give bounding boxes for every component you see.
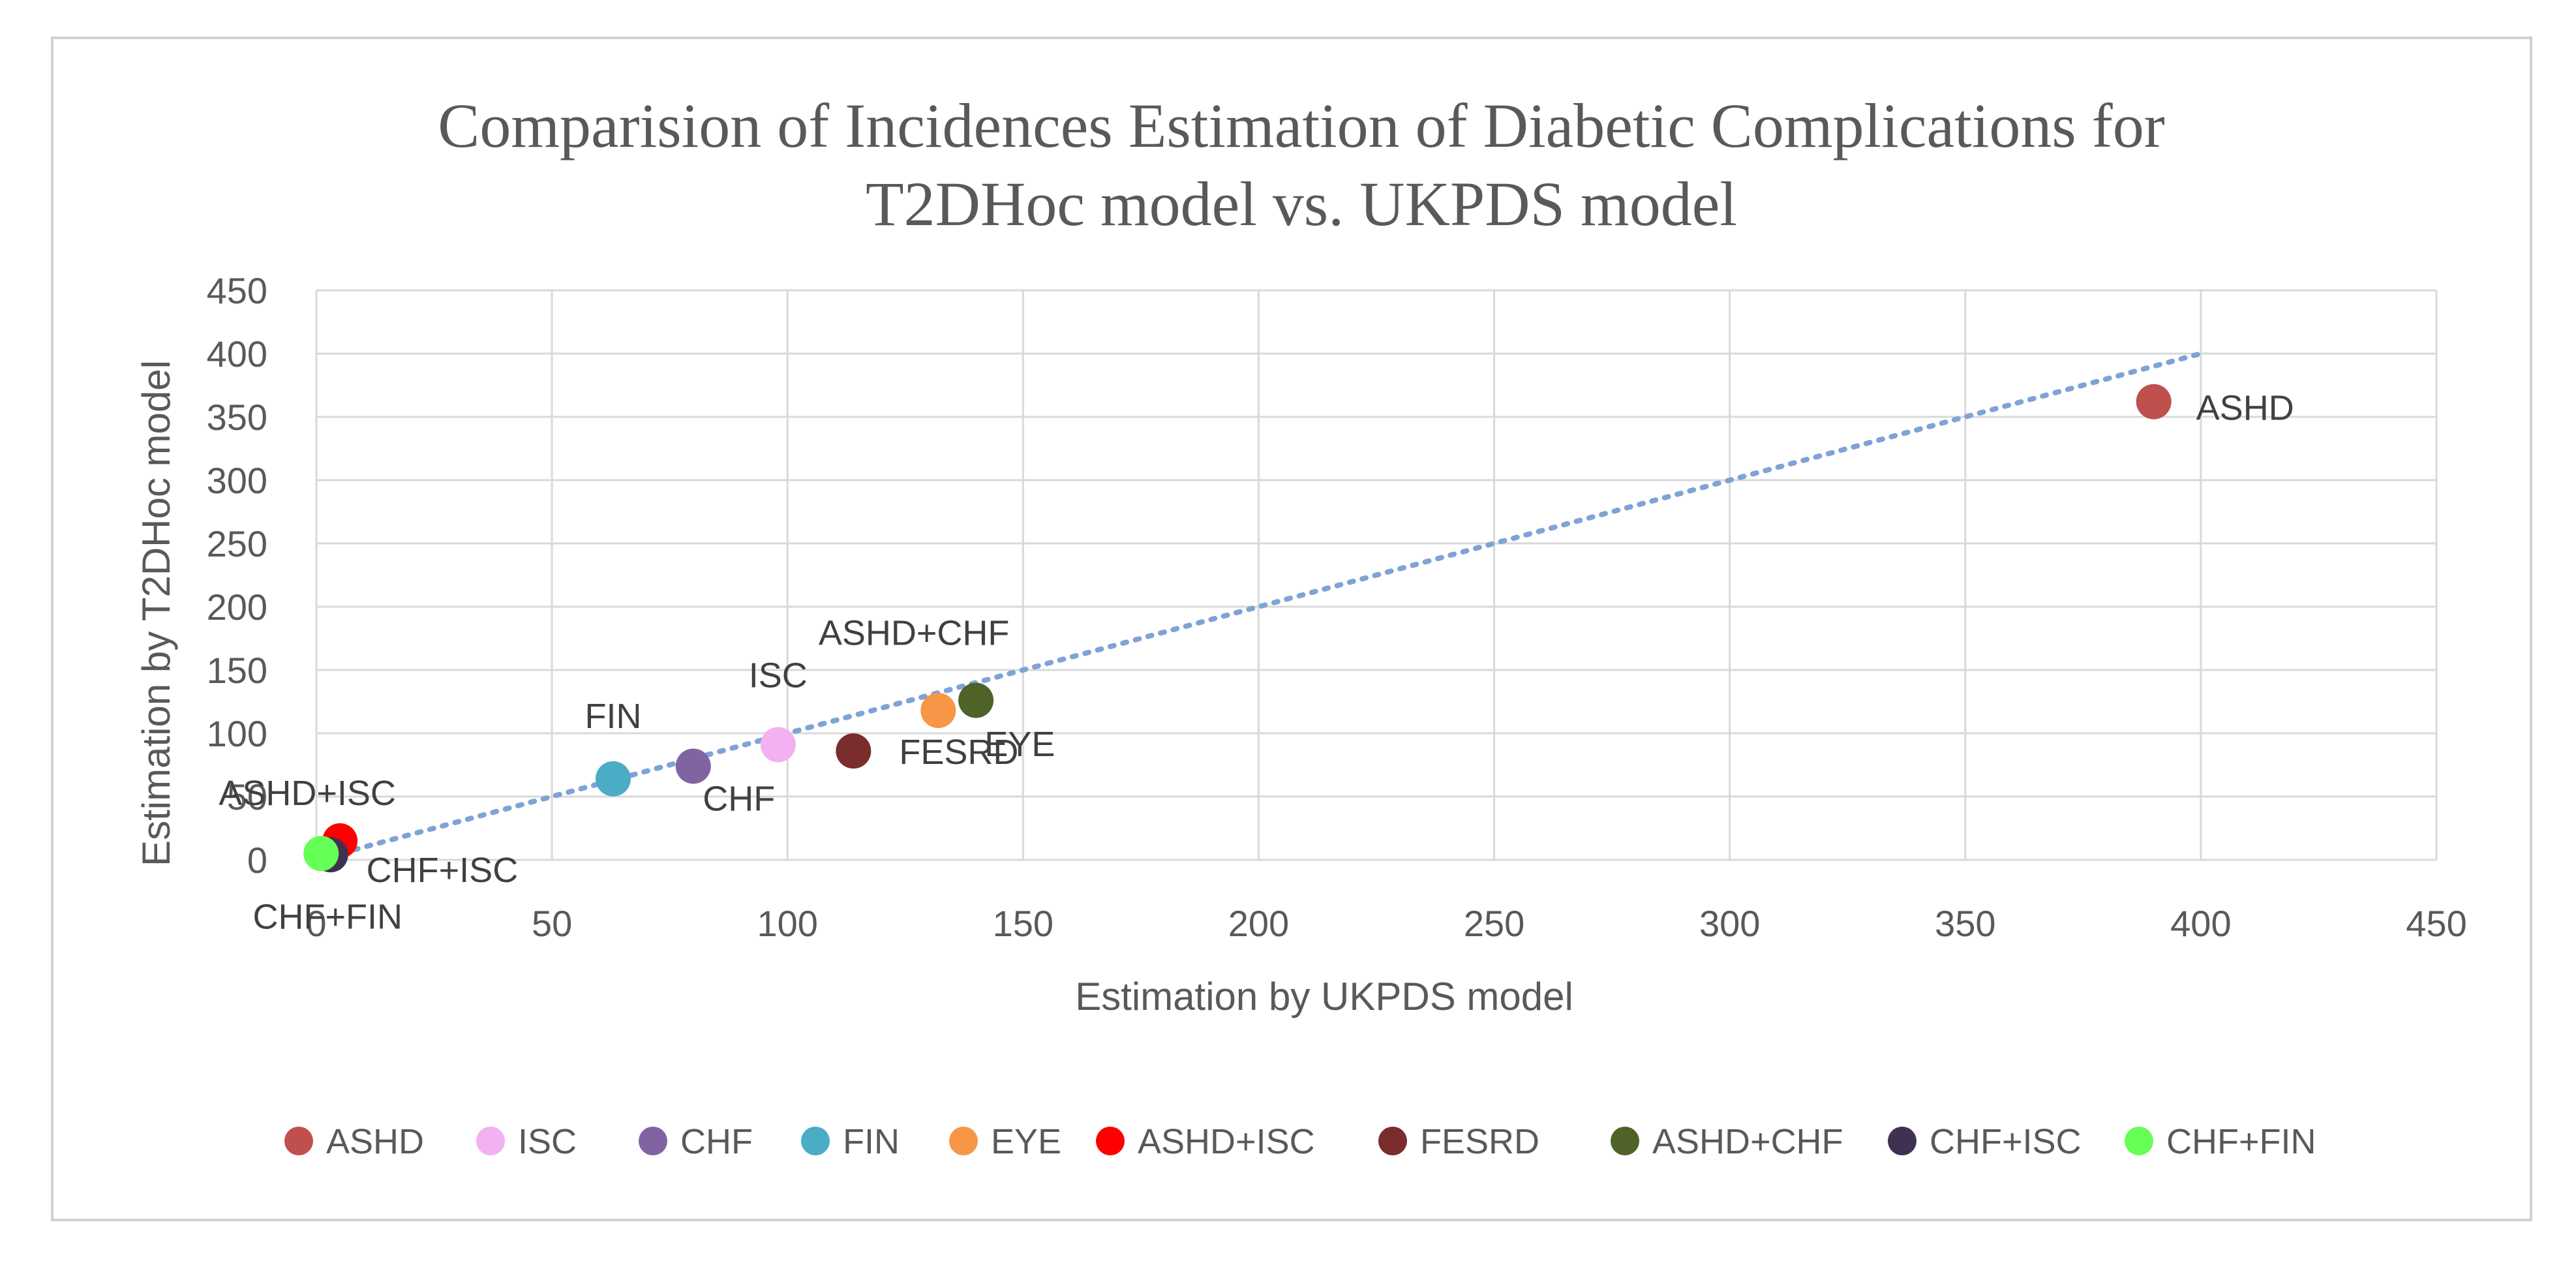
legend-marker bbox=[476, 1127, 505, 1155]
data-point-ashd bbox=[2136, 384, 2172, 419]
y-tick-label: 300 bbox=[207, 460, 267, 501]
point-label-ashd: ASHD bbox=[2196, 389, 2294, 428]
legend-entry: ASHD+CHF bbox=[1652, 1122, 1843, 1161]
x-tick-label: 250 bbox=[1464, 903, 1524, 944]
legend-marker bbox=[801, 1127, 830, 1155]
y-tick-label: 400 bbox=[207, 333, 267, 374]
legend-marker bbox=[1096, 1127, 1125, 1155]
data-point-ashd-chf bbox=[958, 682, 994, 718]
y-tick-label: 50 bbox=[227, 776, 267, 817]
x-tick-label: 50 bbox=[532, 903, 572, 944]
point-label-chf-isc: CHF+ISC bbox=[367, 851, 519, 890]
legend-entry: ISC bbox=[518, 1122, 577, 1161]
point-label-isc: ISC bbox=[749, 656, 808, 695]
legend-entry: CHF bbox=[680, 1122, 753, 1161]
legend-entry: FESRD bbox=[1420, 1122, 1539, 1161]
y-tick-label: 0 bbox=[247, 840, 267, 881]
data-point-fin bbox=[596, 761, 631, 797]
point-label-eye: EYE bbox=[984, 725, 1055, 764]
data-points bbox=[303, 384, 2172, 873]
chart-title-line-1: Comparision of Incidences Estimation of … bbox=[438, 91, 2164, 160]
x-tick-label: 200 bbox=[1228, 903, 1289, 944]
chart-frame bbox=[51, 37, 2532, 1221]
y-tick-label: 100 bbox=[207, 713, 267, 754]
data-point-chf-fin bbox=[303, 836, 339, 872]
y-tick-label: 150 bbox=[207, 650, 267, 691]
x-tick-label: 0 bbox=[306, 903, 326, 944]
point-label-fesrd: FESRD bbox=[899, 733, 1018, 772]
x-tick-label: 400 bbox=[2170, 903, 2231, 944]
legend-marker bbox=[2125, 1127, 2153, 1155]
legend: ASHD ISC CHF FIN EYE ASHD+ISC FESRD ASHD+CHF CHF… bbox=[284, 1122, 2316, 1161]
y-tick-label: 250 bbox=[207, 523, 267, 564]
y-tick-labels: 0 50 100 150 200 250 300 350 400 450 bbox=[207, 270, 267, 881]
y-tick-label: 200 bbox=[207, 586, 267, 628]
legend-entry: CHF+FIN bbox=[2166, 1122, 2316, 1161]
data-point-isc bbox=[760, 727, 796, 763]
legend-entry: ASHD+ISC bbox=[1138, 1122, 1315, 1161]
x-tick-label: 350 bbox=[1935, 903, 1995, 944]
data-point-eye bbox=[920, 693, 956, 729]
point-labels: ASHD ISC CHF FIN EYE ASHD+ISC FESRD ASHD+CHF CHF… bbox=[219, 389, 2294, 937]
data-point-chf bbox=[675, 748, 711, 784]
legend-marker bbox=[1888, 1127, 1917, 1155]
legend-marker bbox=[284, 1127, 313, 1155]
chart-title-line-2: T2DHoc model vs. UKPDS model bbox=[866, 169, 1737, 239]
y-tick-label: 350 bbox=[207, 397, 267, 438]
x-tick-label: 300 bbox=[1699, 903, 1760, 944]
point-label-chf-fin: CHF+FIN bbox=[252, 897, 402, 936]
point-label-chf: CHF bbox=[703, 779, 775, 818]
legend-entry: CHF+ISC bbox=[1930, 1122, 2082, 1161]
x-axis-title: Estimation by UKPDS model bbox=[1075, 975, 1573, 1018]
x-tick-label: 150 bbox=[993, 903, 1053, 944]
gridlines bbox=[315, 289, 2438, 861]
point-label-fin: FIN bbox=[585, 697, 642, 736]
legend-entry: ASHD bbox=[326, 1122, 424, 1161]
y-tick-label: 450 bbox=[207, 270, 267, 311]
legend-marker bbox=[1378, 1127, 1407, 1155]
legend-marker bbox=[1611, 1127, 1639, 1155]
x-tick-labels: 0 50 100 150 200 250 300 350 400 450 bbox=[306, 903, 2466, 944]
legend-marker bbox=[639, 1127, 667, 1155]
x-tick-label: 450 bbox=[2406, 903, 2466, 944]
legend-entry: EYE bbox=[991, 1122, 1061, 1161]
legend-entry: FIN bbox=[843, 1122, 900, 1161]
y-axis-title: Estimation by T2DHoc model bbox=[134, 360, 178, 866]
point-label-ashd-chf: ASHD+CHF bbox=[819, 614, 1010, 653]
data-point-fesrd bbox=[836, 733, 871, 769]
x-tick-label: 100 bbox=[757, 903, 818, 944]
point-label-ashd-isc: ASHD+ISC bbox=[219, 774, 396, 813]
legend-marker bbox=[949, 1127, 978, 1155]
